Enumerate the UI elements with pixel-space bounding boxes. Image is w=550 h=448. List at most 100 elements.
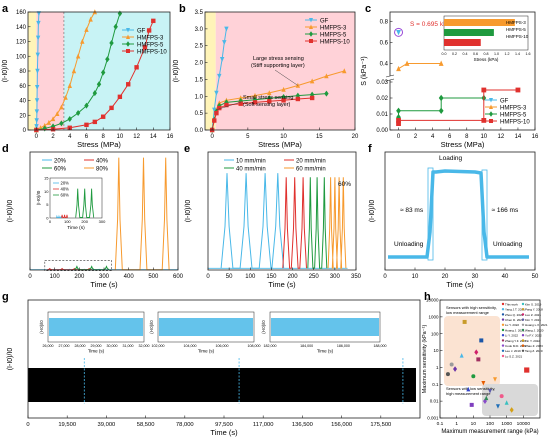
panel-h-legend-label: Lee J. 2019 [505,349,521,353]
panel-b-ytick-label: 0.0 [195,128,204,134]
panel-h-legend-marker [521,323,525,326]
panel-h-xtick-label: 10 [471,421,477,427]
panel-h-xtick-label: 10000 [517,421,531,427]
panel-a-point [117,94,123,100]
panel-b-legend-label: HMFPS-5 [320,33,347,39]
panel-b-frame [204,11,356,131]
panel-f-annotation-time: ≈ 83 ms [400,207,424,214]
panel-g-inset-xtick-label: 30,000 [107,344,118,348]
panel-c-ytick-label: 0.8 [380,19,389,25]
panel-g-inset-ylabel: (I-I0)/I0 [149,320,154,334]
panel-e-series-line [282,177,307,269]
panel-c-axis-break [387,76,393,80]
panel-d-inset-series-line [75,188,95,218]
panel-g-xtick-label: 117,000 [253,422,274,428]
panel-a-xlabel: Stress (MPa) [77,140,121,149]
panel-b-annotation-large-1: Large stress sensing [253,56,304,62]
panel-b-ytick-label: 2.0 [195,61,204,67]
panel-d-inset-xlabel: Time (s) [67,225,85,231]
panel-e-xtick-label: 150 [266,274,277,280]
panel-b-ytick-label: 3.0 [195,27,204,33]
panel-a-xtick-label: 10 [117,134,124,140]
panel-a-ytick-label: 0 [23,128,27,134]
panel-e-ylabel: (I-I0)/I0 [185,200,192,223]
panel-h-point [462,319,467,324]
panel-a-ytick-label: 160 [16,10,27,16]
panel-a-point [34,118,39,124]
panel-h-legend-label: Li Y. 2022 [505,334,518,338]
panel-g-xtick-label: 39,000 [98,422,116,428]
panel-a-ytick-label: 120 [16,40,27,46]
panel-c-ylabel: S (kPa⁻¹) [361,56,368,85]
panel-b-point [224,26,229,32]
panel-c-point [481,118,487,123]
panel-b-legend-marker [309,31,313,37]
panel-a-legend-label: HMFPS-10 [137,50,167,56]
panel-b-point [252,100,258,105]
panel-g-inset-xtick-label: 29,000 [91,344,102,348]
panel-label-b: b [179,3,186,15]
panel-c-inset-xtick-label: 0.2 [452,52,457,56]
panel-g-inset-xtick-label: 182,000 [264,344,277,348]
panel-a-ylabel: (I-I0)/I0 [2,60,9,83]
panel-b-annotation-arrow [216,101,242,111]
panel-h-legend-label: Zhao Z. 2023 [525,344,543,348]
panel-a-point [146,28,152,33]
panel-c-point [396,121,401,126]
panel-f-xtick-label: 40 [502,274,509,280]
panel-h-point [476,357,481,362]
panel-h-ytick-label: 1 [436,365,439,370]
panel-g-inset-signal-band [159,318,253,336]
panel-h-legend-marker [521,302,525,306]
panel-a-point [142,45,148,50]
panel-h-annotation-high-1: Sensors with high sensitivity, [446,305,497,310]
panel-c-ytick-label: 0.00 [376,128,388,134]
panel-e-xtick-label: 250 [309,274,320,280]
panel-h-legend-label: Huang J. 2021 [505,328,525,332]
panel-e-legend-label: 10 mm/min [236,159,266,165]
panel-g-inset-xtick-label: 102,000 [152,344,165,348]
panel-h-xtick-label: 100 [486,421,494,427]
panel-b-annotation-small-1: Small stress sensing [243,95,293,101]
panel-c-inset-xtick-label: 1.6 [526,52,531,56]
panel-h-point [453,366,458,372]
panel-a-point [75,53,81,59]
panel-b-xtick-label: 15 [316,134,323,140]
panel-a-point [92,90,98,97]
panel-b-point [238,95,243,101]
panel-c-annotation: S = 0.695 kPa⁻¹ [410,21,457,28]
panel-h-xtick-label: 1 [455,421,458,427]
panel-c-point [438,107,444,114]
panel-d-xtick-label: 400 [124,274,135,280]
panel-a-point [36,11,42,17]
panel-c-xtick-label: 6 [448,134,452,140]
panel-b-point [342,68,347,74]
panel-label-f: f [368,143,372,155]
panel-h-legend-marker [501,323,505,326]
panel-h-point [474,349,479,356]
panel-g-inset-xtick-label: 184,000 [300,344,313,348]
panel-b-point [281,86,286,92]
panel-h-ytick-label: 0.1 [432,382,439,387]
panel-h-point [484,395,489,401]
panel-h-legend-label: Lu Y. 2022 [505,323,519,327]
panel-h-legend-label: Tang Z. 2020 [525,349,543,353]
panel-a-point [151,18,156,24]
panel-g-inset-xtick-label: 108,000 [248,344,261,348]
panel-c-xtick-label: 16 [532,134,539,140]
panel-a-point [100,69,106,76]
panel-label-h: h [424,291,431,303]
panel-h-ytick-label: 0.001 [427,416,439,421]
panel-c-inset-legend-label: HMFPS-3 [506,20,526,25]
panel-g-inset-xlabel: Time (s) [198,349,215,354]
panel-a-point [59,120,64,127]
panel-b-region [215,12,355,130]
panel-e-xtick-label: 200 [288,274,299,280]
panel-c-inset-legend-label: HMFPS-5 [506,27,526,32]
panel-h-xtick-label: 0.1 [437,421,444,427]
panel-a-point [36,20,41,26]
panel-c-inset-xtick-label: 1.4 [515,52,520,56]
panel-a-xtick-label: 6 [85,134,89,140]
panel-a-xtick-label: 0 [35,134,39,140]
